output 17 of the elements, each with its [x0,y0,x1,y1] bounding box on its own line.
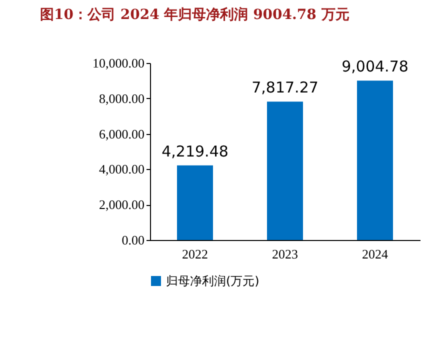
bar [267,102,303,240]
bar [177,165,213,240]
y-tick-label: 2,000.00 [99,197,144,212]
y-tick-label: 8,000.00 [99,90,144,106]
x-tick-label: 2022 [182,246,208,262]
y-tick-label: 10,000.00 [92,56,144,70]
text: 4,219.48 [162,142,228,160]
y-tick-label: 4,000.00 [99,162,144,177]
y-tick-label: 0.00 [122,232,144,248]
x-tick-label: 2023 [272,246,298,262]
bar [357,80,393,240]
legend-label: 归母净利润(万元) [166,274,260,288]
y-tick-label: 6,000.00 [99,126,144,142]
x-tick-label: 2024 [362,246,388,262]
text: 7,817.27 [252,78,318,97]
chart-title: 图10：公司 2024 年归母净利润 9004.78 万元 [40,6,350,23]
text: 9,004.78 [342,58,408,76]
